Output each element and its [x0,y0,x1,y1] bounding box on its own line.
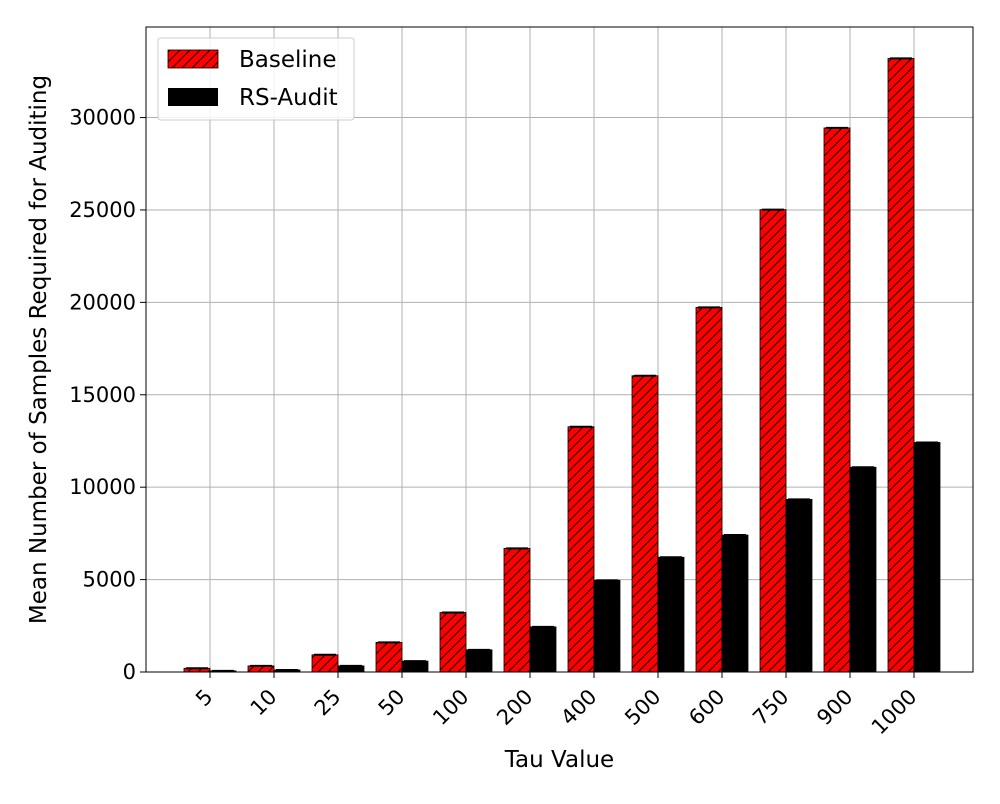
axes [140,26,974,678]
plot-frame [145,26,974,673]
legend-label-baseline: Baseline [239,47,337,73]
y-tick-label: 20000 [69,290,136,314]
bar-baseline-900 [823,127,851,673]
x-tick-label: 100 [428,685,473,730]
x-tick-label: 200 [492,685,537,730]
x-tick-label: 25 [310,685,346,721]
bar-rs-audit-600 [721,534,749,673]
x-tick-label: 5 [191,685,217,711]
bar-baseline-100 [439,612,467,673]
y-tick-label: 15000 [69,383,136,407]
x-tick-label: 10 [246,685,282,721]
legend-swatch-rs-audit [168,88,218,106]
y-tick-label: 10000 [69,475,136,499]
x-axis-title: Tau Value [504,747,614,773]
bar-rs-audit-500 [657,556,685,673]
bar-baseline-25 [311,654,339,673]
bars [183,57,941,673]
bar-rs-audit-50 [401,660,429,673]
x-tick-label: 1000 [867,685,922,740]
y-tick-label: 30000 [69,106,136,130]
x-tick-label: 900 [812,685,857,730]
bar-rs-audit-900 [849,466,877,673]
y-axis-title: Mean Number of Samples Required for Audi… [26,75,52,624]
bar-rs-audit-400 [593,579,621,673]
legend-swatch-baseline [167,49,219,69]
y-tick-label: 5000 [83,568,136,592]
bar-baseline-200 [503,547,531,673]
bar-baseline-50 [375,642,403,673]
bar-rs-audit-750 [785,498,813,673]
bar-rs-audit-1000 [913,442,941,673]
x-tick-label: 400 [556,685,601,730]
legend: Baseline RS-Audit [157,37,355,121]
y-tick-label: 0 [123,660,136,684]
bar-baseline-600 [695,306,723,673]
bar-rs-audit-100 [465,649,493,673]
bar-rs-audit-200 [529,626,557,673]
bar-baseline-500 [631,375,659,673]
bar-baseline-400 [567,426,595,673]
y-tick-label: 25000 [69,198,136,222]
x-tick-label: 750 [748,685,793,730]
x-tick-label: 50 [374,685,410,721]
bar-baseline-750 [759,209,787,673]
bar-baseline-1000 [887,58,915,673]
x-tick-label: 500 [620,685,665,730]
legend-label-rs-audit: RS-Audit [239,85,338,111]
x-tick-label: 600 [684,685,729,730]
